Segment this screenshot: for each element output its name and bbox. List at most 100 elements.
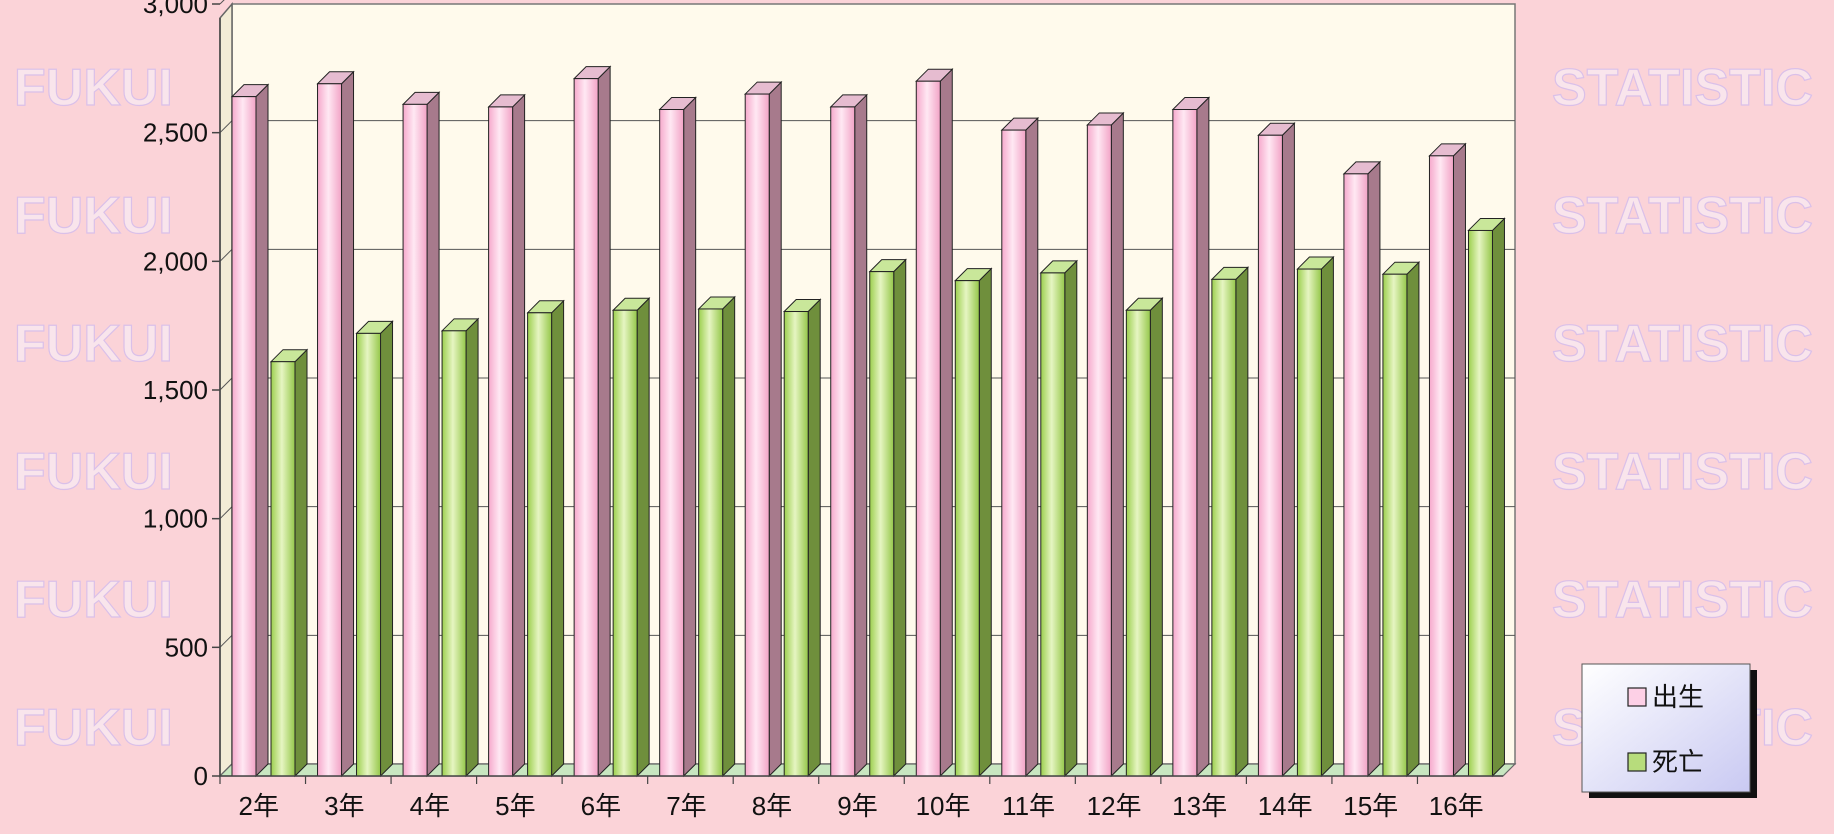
bar-death-front bbox=[1296, 268, 1322, 777]
watermark-right-text: STATISTIC bbox=[1552, 571, 1813, 629]
bar-birth-front bbox=[1343, 173, 1369, 777]
bar-birth-side bbox=[1452, 142, 1466, 778]
y-tick-label: 500 bbox=[165, 632, 208, 662]
y-tick-label: 2,000 bbox=[143, 246, 208, 276]
bar-death bbox=[1467, 217, 1506, 778]
bar-birth bbox=[1428, 142, 1467, 778]
bar-death-side bbox=[978, 267, 992, 778]
x-tick-label: 10年 bbox=[916, 791, 971, 821]
bar-death bbox=[269, 348, 309, 778]
bar-birth-front bbox=[1172, 109, 1198, 777]
bar-birth-front bbox=[744, 93, 770, 777]
gridline-side bbox=[219, 377, 233, 391]
bar-birth-side bbox=[1367, 160, 1381, 778]
bar-death-side bbox=[807, 298, 821, 778]
bar-death-front bbox=[441, 330, 467, 777]
bar-birth-side bbox=[1110, 111, 1124, 778]
bar-birth-front bbox=[402, 103, 428, 777]
bar-death-side bbox=[1491, 217, 1505, 778]
bar-death-front bbox=[612, 309, 638, 777]
bar-death bbox=[1381, 260, 1421, 778]
y-tick-label: 3,000 bbox=[143, 0, 208, 19]
y-axis: 0 500 1,000 1,500 2,000 2,500 3,000 bbox=[143, 0, 221, 791]
bar-death bbox=[526, 299, 565, 778]
watermark-left-text: FUKUI bbox=[14, 699, 173, 757]
bar-birth bbox=[401, 91, 441, 778]
bar-death-front bbox=[1467, 229, 1493, 777]
gridline-side bbox=[219, 506, 233, 520]
bar-death-side bbox=[294, 348, 308, 778]
bar-death-side bbox=[1235, 266, 1249, 778]
bar-birth-side bbox=[768, 80, 782, 778]
bar-birth-front bbox=[1001, 129, 1027, 777]
legend-box bbox=[1581, 663, 1751, 793]
bar-death bbox=[954, 267, 993, 778]
bar-birth-side bbox=[1025, 116, 1039, 778]
x-tick-label: 16年 bbox=[1429, 791, 1484, 821]
x-tick-label: 2年 bbox=[239, 791, 279, 821]
y-tick-label: 1,000 bbox=[143, 504, 208, 534]
bar-death-front bbox=[698, 308, 724, 777]
x-tick-label: 6年 bbox=[581, 791, 621, 821]
gridline-side bbox=[219, 248, 233, 262]
bar-birth-side bbox=[512, 93, 526, 778]
bar-death bbox=[440, 317, 480, 778]
bar-birth-side bbox=[1196, 96, 1210, 778]
legend-label-birth: 出生 bbox=[1652, 683, 1704, 713]
bar-birth-front bbox=[915, 80, 941, 777]
x-tick-label: 9年 bbox=[837, 791, 877, 821]
gridline-side bbox=[219, 634, 233, 648]
bar-birth-side bbox=[341, 70, 355, 778]
bar-death-side bbox=[893, 258, 907, 778]
legend-swatch-birth bbox=[1627, 687, 1647, 707]
y-tick-label: 0 bbox=[194, 761, 208, 791]
x-tick-label: 3年 bbox=[324, 791, 364, 821]
watermark-layer: FUKUI STATISTIC FUKUI STATISTIC FUKUI STATIST… bbox=[13, 58, 1813, 757]
bar-birth bbox=[915, 67, 954, 778]
bar-death-front bbox=[1040, 272, 1066, 777]
bar-death-side bbox=[465, 317, 479, 778]
bar-death-front bbox=[869, 271, 895, 777]
bar-birth-front bbox=[1428, 155, 1454, 777]
bar-birth bbox=[230, 83, 270, 778]
x-tick-label: 14年 bbox=[1258, 791, 1313, 821]
bar-death bbox=[1039, 259, 1079, 778]
bar-birth-side bbox=[939, 67, 953, 778]
watermark-left-text: FUKUI bbox=[14, 187, 173, 245]
bar-death bbox=[611, 297, 651, 778]
bar-death-front bbox=[954, 280, 980, 777]
bar-death-side bbox=[1406, 260, 1420, 778]
x-tick-label: 15年 bbox=[1343, 791, 1398, 821]
bar-birth-side bbox=[683, 96, 697, 778]
legend-swatch-death bbox=[1627, 752, 1647, 772]
plot-left-wall bbox=[219, 1, 233, 778]
watermark-left-text: FUKUI bbox=[14, 571, 173, 629]
bar-birth-side bbox=[255, 83, 269, 778]
bars-layer bbox=[230, 65, 1506, 778]
bar-death-front bbox=[527, 312, 553, 777]
x-tick-label: 4年 bbox=[410, 791, 450, 821]
bar-birth bbox=[743, 80, 783, 778]
bar-birth-front bbox=[231, 96, 257, 777]
bar-birth bbox=[658, 96, 697, 778]
bar-death-side bbox=[551, 299, 565, 778]
x-tick-label: 8年 bbox=[752, 791, 792, 821]
bar-birth-side bbox=[426, 91, 440, 778]
bar-birth bbox=[487, 93, 526, 778]
gridline-side bbox=[219, 0, 225, 5]
bar-death-front bbox=[356, 332, 382, 777]
bar-birth bbox=[1342, 160, 1382, 778]
bar-death-front bbox=[1125, 309, 1151, 777]
bar-birth-front bbox=[1086, 124, 1112, 777]
bar-birth bbox=[316, 70, 355, 778]
bar-death bbox=[1296, 255, 1335, 778]
watermark-left-text: FUKUI bbox=[14, 315, 173, 373]
bar-birth bbox=[1000, 116, 1040, 778]
bar-death-side bbox=[722, 295, 736, 778]
bar-death bbox=[1125, 297, 1164, 778]
bar-birth-front bbox=[573, 78, 599, 777]
gridline-side bbox=[219, 120, 233, 134]
x-tick-label: 11年 bbox=[1002, 791, 1055, 821]
bar-death bbox=[355, 320, 394, 778]
